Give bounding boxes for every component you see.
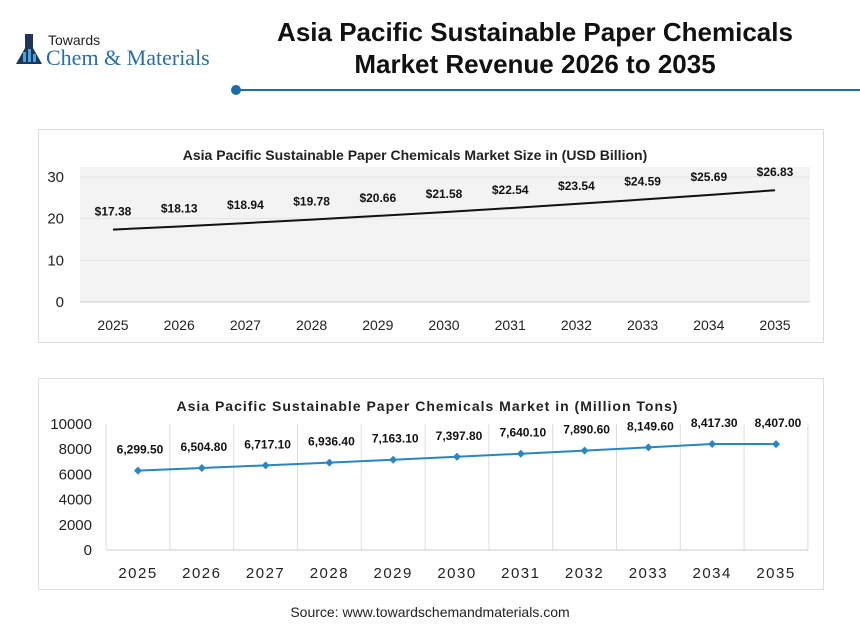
logo-top: Towards: [48, 32, 101, 48]
data-label: 7,890.60: [563, 423, 610, 437]
data-label: $21.58: [426, 187, 463, 201]
x-tick-label: 2035: [759, 317, 790, 333]
y-tick-label: 30: [47, 169, 64, 186]
y-tick-label: 20: [47, 211, 64, 228]
x-tick-label: 2027: [246, 565, 285, 582]
x-tick-label: 2031: [501, 565, 540, 582]
x-tick-label: 2029: [374, 565, 413, 582]
divider: [236, 89, 860, 91]
data-label: 8,417.30: [691, 416, 738, 430]
data-label: 6,299.50: [117, 443, 164, 457]
x-tick-label: 2034: [693, 565, 732, 582]
x-tick-label: 2028: [296, 317, 327, 333]
data-label: $18.13: [161, 201, 198, 215]
data-label: 7,163.10: [372, 432, 419, 446]
x-tick-label: 2030: [428, 317, 459, 333]
data-point: [134, 466, 142, 475]
title-line-2: Market Revenue 2026 to 2035: [354, 49, 716, 79]
data-label: $22.54: [492, 183, 529, 197]
y-tick-label: 4000: [59, 492, 92, 509]
logo-main: Chem & Materials: [46, 45, 210, 70]
data-label: $17.38: [95, 205, 132, 219]
x-tick-label: 2029: [362, 317, 393, 333]
data-point: [389, 455, 398, 464]
data-point: [197, 464, 206, 473]
data-label: $18.94: [227, 198, 264, 212]
x-tick-label: 2027: [230, 317, 261, 333]
title-line-1: Asia Pacific Sustainable Paper Chemicals: [277, 17, 793, 47]
series-line: [112, 189, 776, 231]
data-point: [261, 461, 270, 470]
x-tick-label: 2035: [756, 565, 795, 582]
data-label: 8,149.60: [627, 419, 674, 433]
plot-area: [80, 167, 810, 302]
data-label: $26.83: [757, 165, 794, 179]
data-label: 6,717.10: [244, 437, 291, 451]
data-label: 7,640.10: [499, 426, 546, 440]
data-point: [516, 449, 525, 458]
data-point: [708, 439, 717, 448]
flask-icon: [16, 34, 42, 64]
data-label: 6,504.80: [180, 440, 227, 454]
y-tick-label: 2000: [59, 517, 92, 534]
data-label: $24.59: [624, 175, 661, 189]
chart-title: Asia Pacific Sustainable Paper Chemicals…: [183, 147, 647, 163]
page-title: Asia Pacific Sustainable Paper Chemicals…: [250, 16, 820, 80]
data-point: [772, 440, 780, 449]
x-tick-label: 2033: [629, 565, 668, 582]
source: Source: www.towardschemandmaterials.com: [290, 604, 570, 620]
x-tick-label: 2028: [310, 565, 349, 582]
data-point: [453, 452, 461, 461]
data-point: [580, 446, 589, 455]
chart-title: Asia Pacific Sustainable Paper Chemicals…: [177, 398, 679, 414]
y-tick-label: 10: [47, 252, 64, 269]
x-tick-label: 2032: [561, 317, 592, 333]
data-label: $20.66: [359, 191, 396, 205]
x-tick-label: 2025: [118, 565, 157, 582]
data-label: 7,397.80: [436, 429, 483, 443]
y-tick-label: 0: [56, 294, 64, 311]
chart-panel-2: [38, 378, 824, 590]
data-label: $23.54: [558, 179, 595, 193]
x-tick-label: 2025: [97, 317, 128, 333]
y-tick-label: 8000: [59, 441, 92, 458]
x-tick-label: 2030: [437, 565, 476, 582]
x-tick-label: 2026: [182, 565, 221, 582]
x-tick-label: 2032: [565, 565, 604, 582]
y-tick-label: 6000: [59, 466, 92, 483]
x-tick-label: 2033: [627, 317, 658, 333]
x-tick-label: 2034: [693, 317, 724, 333]
y-tick-label: 0: [84, 542, 92, 559]
data-label: $25.69: [690, 170, 727, 184]
data-point: [644, 443, 653, 452]
data-label: $19.78: [293, 195, 330, 209]
y-tick-label: 10000: [50, 416, 92, 433]
x-tick-label: 2026: [164, 317, 195, 333]
data-point: [325, 458, 334, 467]
x-tick-label: 2031: [495, 317, 526, 333]
data-label: 6,936.40: [308, 435, 355, 449]
data-label: 8,407.00: [755, 416, 802, 430]
